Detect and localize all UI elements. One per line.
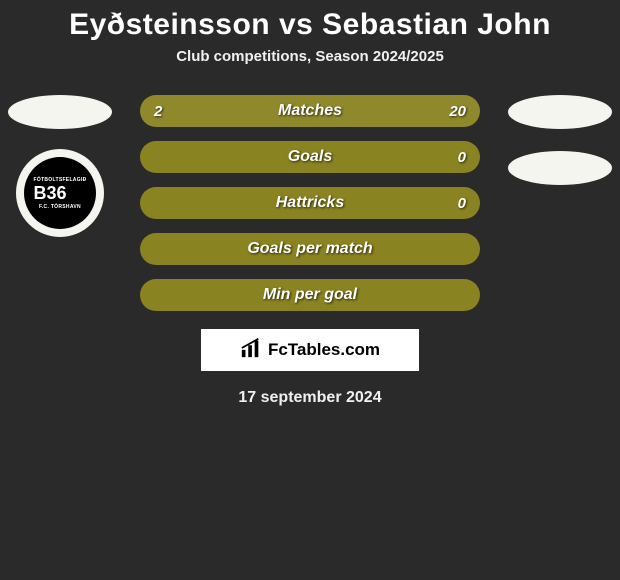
chart-icon <box>240 337 262 364</box>
bar-value-right: 0 <box>458 187 466 219</box>
player-right-flag-2 <box>508 151 612 185</box>
branding-text: FcTables.com <box>268 340 380 360</box>
stat-bar: 2Matches20 <box>140 95 480 127</box>
date-text: 17 september 2024 <box>0 389 620 407</box>
stat-bar: Min per goal <box>140 279 480 311</box>
player-right-column <box>500 95 620 185</box>
stat-bar: Hattricks0 <box>140 187 480 219</box>
page-title: Eyðsteinsson vs Sebastian John <box>0 0 620 42</box>
bar-label: Goals per match <box>140 233 480 265</box>
player-left-crest: FÓTBOLTSFELAGIÐ B36 F.C. TÓRSHAVN <box>16 149 104 237</box>
bar-label: Hattricks <box>140 187 480 219</box>
bar-label: Matches <box>140 95 480 127</box>
bar-label: Min per goal <box>140 279 480 311</box>
stat-bar: Goals per match <box>140 233 480 265</box>
crest-text-bottom: F.C. TÓRSHAVN <box>33 204 86 210</box>
player-right-flag-1 <box>508 95 612 129</box>
bar-value-right: 0 <box>458 141 466 173</box>
player-left-column: FÓTBOLTSFELAGIÐ B36 F.C. TÓRSHAVN <box>0 95 120 237</box>
crest-text-main: B36 <box>33 183 66 203</box>
comparison-bars: 2Matches20Goals0Hattricks0Goals per matc… <box>140 95 480 311</box>
branding-badge: FcTables.com <box>201 329 419 371</box>
page-subtitle: Club competitions, Season 2024/2025 <box>0 48 620 65</box>
stat-bar: Goals0 <box>140 141 480 173</box>
player-left-flag <box>8 95 112 129</box>
bar-value-right: 20 <box>449 95 466 127</box>
bar-label: Goals <box>140 141 480 173</box>
